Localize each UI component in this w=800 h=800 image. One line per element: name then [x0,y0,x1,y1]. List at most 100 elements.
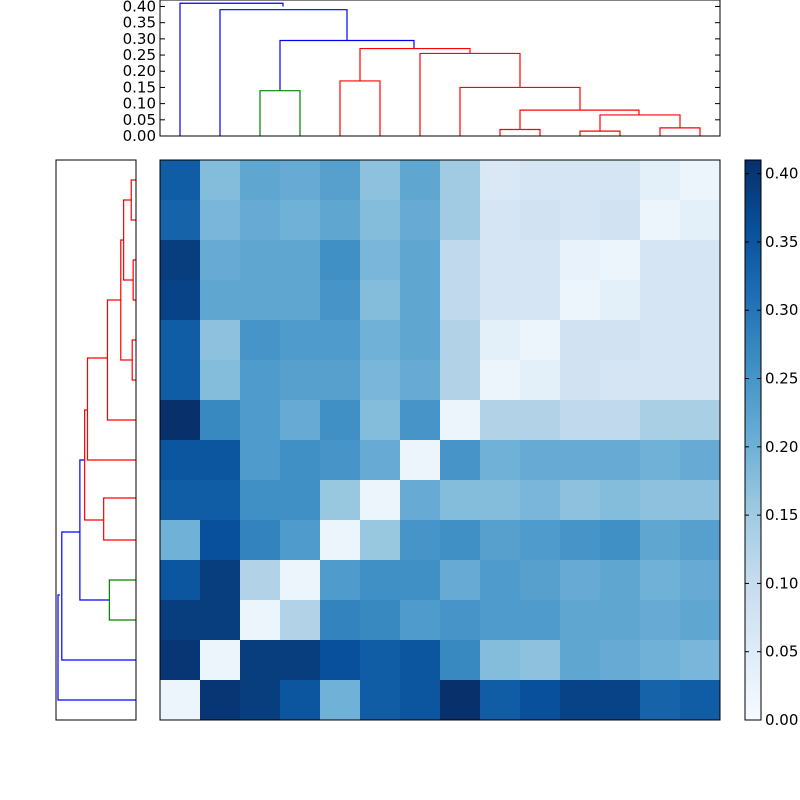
colorbar-segment [745,192,761,197]
colorbar-segment [745,440,761,445]
left-dendrogram [55,159,137,721]
heatmap-cell [560,680,601,721]
heatmap-cell [200,280,241,321]
heatmap-cell [560,480,601,521]
colorbar-segment [745,288,761,293]
heatmap-cell [480,440,521,481]
colorbar-segment [745,528,761,533]
heatmap-cell [160,520,201,561]
colorbar-segment [745,544,761,549]
heatmap-cell [240,200,281,241]
heatmap-cell [240,600,281,641]
colorbar-segment [745,400,761,405]
heatmap-cell [320,480,361,521]
heatmap-cell [560,640,601,681]
heatmap-cell [680,280,721,321]
heatmap-cell [640,440,681,481]
colorbar-segment [745,632,761,637]
heatmap-cell [400,520,441,561]
colorbar-segment [745,480,761,485]
heatmap-cell [280,160,321,201]
heatmap-cell [360,160,401,201]
colorbar-segment [745,504,761,509]
heatmap-cell [520,240,561,281]
heatmap-cell [240,240,281,281]
heatmap-cell [320,160,361,201]
colorbar-segment [745,464,761,469]
colorbar-segment [745,316,761,321]
heatmap-cell [520,600,561,641]
colorbar-segment [745,228,761,233]
heatmap-cell [560,560,601,601]
heatmap-cell [440,440,481,481]
top-dendrogram-ytick-label: 0.05 [123,111,156,129]
colorbar-segment [745,392,761,397]
colorbar-segment [745,220,761,225]
colorbar-segment [745,336,761,341]
heatmap-cell [480,320,521,361]
left-dendrogram-link-0 [57,594,136,701]
heatmap-cell [200,240,241,281]
colorbar-segment [745,348,761,353]
heatmap-cell [400,360,441,401]
heatmap-cell [520,480,561,521]
colorbar-segment [745,508,761,513]
heatmap-cell [600,640,641,681]
colorbar-segment [745,448,761,453]
heatmap-cell [440,160,481,201]
left-dendrogram-link-10 [123,199,134,281]
heatmap-cell [520,560,561,601]
heatmap-cell [160,480,201,521]
heatmap-cell [480,280,521,321]
colorbar-segment [745,172,761,177]
top-dendrogram-link-3 [259,90,301,136]
heatmap-cell [480,400,521,441]
colorbar-segment [745,628,761,633]
colorbar-segment [745,500,761,505]
heatmap-cell [240,280,281,321]
colorbar-segment [745,224,761,229]
heatmap-cell [600,280,641,321]
colorbar-segment [745,324,761,329]
heatmap-cell [440,400,481,441]
colorbar-segment [745,312,761,317]
heatmap-cell [440,320,481,361]
colorbar-segment [745,180,761,185]
heatmap-cell [560,280,601,321]
colorbar-segment [745,616,761,621]
colorbar-tick-label: 0.00 [765,711,798,729]
heatmap-cell [520,320,561,361]
heatmap-cell [560,200,601,241]
left-dendrogram-frame [55,159,137,721]
heatmap-cell [400,560,441,601]
colorbar-segment [745,252,761,257]
colorbar-segment [745,296,761,301]
colorbar-segment [745,492,761,497]
heatmap-cell [600,200,641,241]
colorbar-segment [745,344,761,349]
colorbar-segment [745,680,761,685]
top-dendrogram-link-12 [659,127,701,136]
top-dendrogram-frame [159,0,721,137]
top-dendrogram-ytick-label: 0.00 [123,127,156,145]
left-dendrogram-link-12 [130,179,136,221]
colorbar-segment [745,648,761,653]
heatmap-cell [640,520,681,561]
colorbar-segment [745,656,761,661]
heatmap-cell [160,440,201,481]
colorbar-segment [745,696,761,701]
heatmap-cell [160,640,201,681]
heatmap-cell [520,280,561,321]
colorbar-segment [745,596,761,601]
top-dendrogram-ytick-label: 0.15 [123,78,156,96]
colorbar-segment [745,716,761,721]
colorbar-segment [745,568,761,573]
heatmap-cell [520,640,561,681]
heatmap-cell [200,480,241,521]
colorbar-segment [745,484,761,489]
colorbar-tick-label: 0.40 [765,165,798,183]
left-dendrogram-link-9 [131,339,136,381]
heatmap-cell [680,680,721,721]
heatmap-cell [400,480,441,521]
top-dendrogram-link-9 [499,128,541,136]
